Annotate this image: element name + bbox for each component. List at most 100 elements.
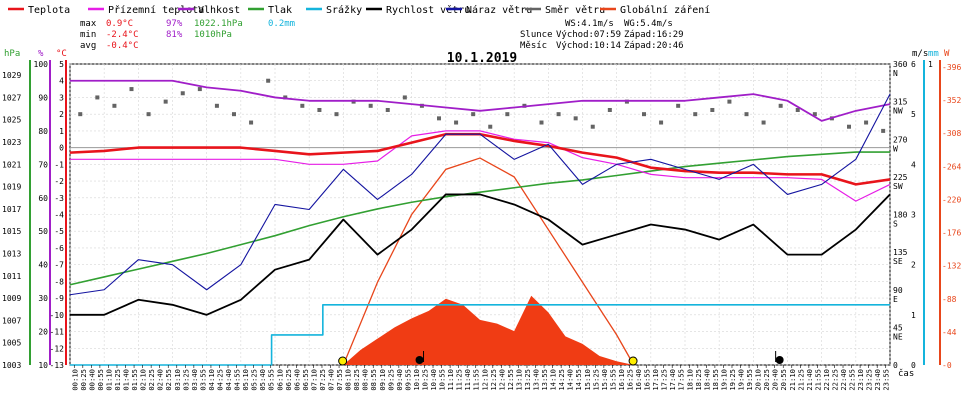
x-tick-label: 18:55 [711, 369, 720, 391]
tick-pct: 90 [38, 93, 48, 102]
x-tick-label: 03:40 [190, 369, 199, 391]
tick-degc: 0 [59, 144, 64, 153]
tick-degc: -13 [50, 361, 65, 370]
tick-w: -132 [942, 262, 961, 271]
x-tick-label: 10:10 [412, 369, 421, 391]
x-tick-label: 07:55 [335, 369, 344, 391]
stat-moonset: Západ:20:46 [624, 41, 684, 51]
point-smer-vetru [437, 116, 441, 121]
point-smer-vetru [146, 112, 151, 117]
tick-w: -88 [942, 295, 957, 304]
x-tick-label: 21:25 [796, 369, 805, 391]
tick-degc: -2 [54, 177, 64, 186]
x-tick-label: 09:40 [395, 369, 404, 391]
x-tick-label: 18:40 [702, 369, 711, 391]
tick-degc: 1 [59, 127, 64, 136]
x-tick-label: 20:25 [762, 369, 771, 391]
legend-label: Srážky [326, 4, 362, 16]
tick-hpa: 1005 [2, 339, 21, 348]
x-tick-label: 13:40 [532, 369, 541, 391]
x-tick-label: 03:10 [173, 369, 182, 391]
x-tick-label: 02:55 [164, 369, 173, 391]
series-vlhkost [70, 79, 891, 122]
x-tick-label: 09:55 [403, 369, 412, 391]
stat-value: 1010hPa [194, 30, 232, 40]
tick-pct: 30 [38, 294, 48, 303]
point-smer-vetru [454, 120, 459, 125]
x-tick-label: 08:40 [361, 369, 370, 391]
x-tick-label: 02:40 [156, 369, 165, 391]
tick-dir-label: E [893, 295, 898, 304]
legend-label: Přízemní teplota [108, 4, 204, 16]
point-smer-vetru [607, 107, 612, 112]
x-tick-label: 13:55 [540, 369, 549, 391]
tick-hpa: 1003 [2, 361, 21, 370]
point-smer-vetru [95, 95, 100, 100]
x-tick-label: 22:10 [822, 369, 831, 391]
x-tick-label: 05:40 [258, 369, 267, 391]
x-tick-label: 07:25 [318, 369, 327, 391]
x-tick-label: 11:40 [463, 369, 472, 391]
tick-w: -44 [942, 328, 957, 337]
tick-pct: 80 [38, 127, 48, 136]
stat-ws: WS:4.1m/s [565, 19, 614, 29]
moonrise-icon [415, 356, 424, 364]
tick-hpa: 1027 [2, 93, 21, 102]
tick-w: -264 [942, 162, 961, 171]
point-smer-vetru [864, 120, 869, 125]
tick-pct: 100 [34, 60, 49, 69]
x-tick-label: 14:40 [566, 369, 575, 391]
point-smer-vetru [778, 103, 783, 108]
tick-degc: -3 [54, 194, 64, 203]
x-tick-label: 09:10 [378, 369, 387, 391]
x-tick-label: 05:55 [267, 369, 276, 391]
x-tick-label: 01:55 [130, 369, 139, 391]
tick-ms: 3 [911, 211, 916, 220]
point-smer-vetru [402, 95, 407, 100]
x-tick-label: 12:10 [480, 369, 489, 391]
axis-unit-pct: % [38, 49, 44, 59]
x-tick-label: 01:10 [104, 369, 113, 391]
point-smer-vetru [163, 99, 168, 104]
x-tick-label: 23:40 [873, 369, 882, 391]
legend-label: Globální záření [620, 4, 710, 16]
tick-hpa: 1017 [2, 205, 21, 214]
x-tick-label: 19:25 [728, 369, 737, 391]
tick-degc: -4 [54, 211, 64, 220]
axis-unit-w: W [944, 49, 950, 59]
point-smer-vetru [573, 116, 578, 121]
x-tick-label: 06:40 [292, 369, 301, 391]
x-tick-label: 11:10 [446, 369, 455, 391]
x-tick-label: 04:25 [215, 369, 224, 391]
point-smer-vetru [385, 107, 390, 112]
x-tick-label: 21:10 [788, 369, 797, 391]
x-tick-label: 17:10 [651, 369, 660, 391]
x-tick-label: 14:10 [549, 369, 558, 391]
x-tick-label: 15:10 [583, 369, 592, 391]
x-tick-label: 19:10 [719, 369, 728, 391]
tick-degc: -10 [50, 311, 65, 320]
x-tick-label: 14:55 [574, 369, 583, 391]
tick-hpa: 1023 [2, 138, 21, 147]
point-smer-vetru [334, 112, 339, 117]
tick-hpa: 1007 [2, 316, 21, 325]
stat-moon-label: Měsíc [520, 41, 547, 51]
x-tick-label: 12:40 [497, 369, 506, 391]
tick-w: -0 [942, 361, 952, 370]
x-tick-label: 20:10 [754, 369, 763, 391]
point-smer-vetru [129, 87, 134, 92]
point-smer-vetru [488, 124, 493, 129]
right-axes: m/s mm W360N315NW270W225SW180S135SE90E45NE… [893, 49, 961, 370]
legend-label: Teplota [28, 5, 70, 16]
tick-pct: 20 [38, 328, 48, 337]
x-tick-label: 03:25 [181, 369, 190, 391]
tick-dir-label: SW [893, 182, 903, 191]
x-tick-label: 05:25 [250, 369, 259, 391]
point-smer-vetru [590, 124, 595, 129]
tick-ms: 4 [911, 160, 916, 169]
stat-sun-label: Slunce [520, 30, 553, 40]
x-tick-label: 03:55 [198, 369, 207, 391]
series-náraz-větru [69, 93, 891, 296]
tick-ms: 0 [911, 361, 916, 370]
tick-hpa: 1025 [2, 116, 21, 125]
